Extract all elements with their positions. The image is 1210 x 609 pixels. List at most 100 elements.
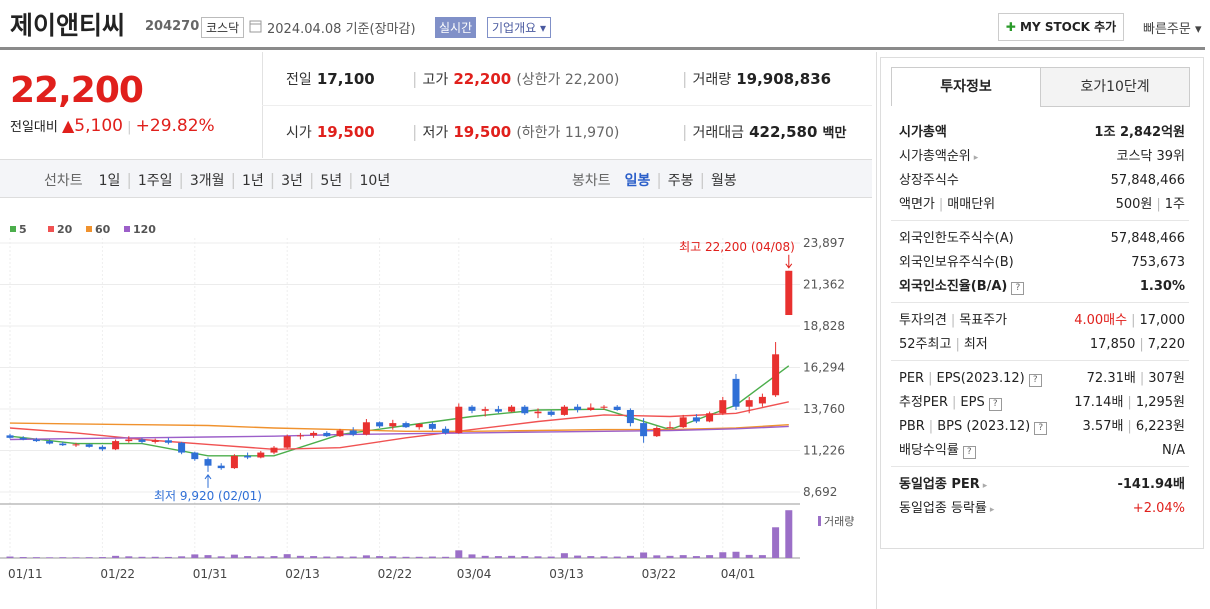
period-tab[interactable]: 5년 bbox=[320, 173, 343, 189]
candle-body bbox=[349, 430, 357, 435]
label: 외국인한도주식수(A) bbox=[899, 231, 1014, 246]
candle-body bbox=[217, 465, 225, 469]
period-tab[interactable]: 1주일 bbox=[137, 173, 173, 189]
help-icon: ? bbox=[988, 398, 1002, 411]
volume-bar bbox=[191, 554, 199, 558]
volume-bar bbox=[772, 527, 780, 558]
stock-code: 204270 bbox=[145, 19, 200, 34]
info-tab[interactable]: 투자정보 bbox=[891, 67, 1041, 106]
stat-high: | 고가 22,200 (상한가 22,200) bbox=[412, 69, 620, 88]
period-tab[interactable]: 1년 bbox=[241, 173, 264, 189]
label: 시가총액 bbox=[899, 125, 947, 140]
value: 500원 bbox=[1115, 197, 1153, 212]
info-row: PER | EPS(2023.12)? 72.31배 | 307원 bbox=[899, 367, 1185, 391]
period-tab[interactable]: 10년 bbox=[359, 173, 391, 189]
realtime-badge[interactable]: 실시간 bbox=[435, 17, 477, 38]
low-annotation: 최저 9,920 (02/01) bbox=[154, 489, 262, 503]
label: 매매단위 bbox=[947, 197, 996, 212]
tab-sep: | bbox=[178, 170, 184, 189]
volume-bar bbox=[745, 554, 753, 558]
x-tick-label: 01/31 bbox=[193, 567, 228, 581]
candle-body bbox=[151, 440, 159, 442]
candle-body bbox=[547, 411, 555, 415]
value: 57,848,466 bbox=[1110, 231, 1185, 246]
period-tab[interactable]: 주봉 bbox=[667, 173, 694, 189]
volume-bar bbox=[481, 555, 489, 558]
x-tick-label: 04/01 bbox=[721, 567, 756, 581]
x-tick-label: 01/22 bbox=[100, 567, 135, 581]
row-label: 시가총액 bbox=[899, 121, 947, 145]
period-tab[interactable]: 일봉 bbox=[624, 173, 651, 189]
period-tab[interactable]: 월봉 bbox=[710, 173, 737, 189]
candle-body bbox=[336, 430, 344, 437]
row-label: 동일업종 등락률 ▸ bbox=[899, 497, 994, 522]
stat-amount: | 거래대금 422,580 백만 bbox=[682, 122, 847, 141]
value: 22,200 bbox=[564, 72, 614, 88]
candle-body bbox=[59, 443, 67, 446]
tab-label: 선차트 bbox=[44, 173, 83, 189]
sep: | bbox=[928, 419, 934, 434]
volume-bar bbox=[138, 556, 146, 558]
tab-sep: | bbox=[348, 170, 354, 189]
volume-bar bbox=[692, 556, 700, 558]
volume-bar bbox=[6, 556, 14, 558]
candle-body bbox=[481, 409, 489, 411]
candle-body bbox=[19, 437, 27, 440]
row-label: 액면가 | 매매단위 bbox=[899, 193, 995, 217]
value: 1주 bbox=[1164, 197, 1185, 212]
row-label: PBR | BPS (2023.12)? bbox=[899, 415, 1048, 439]
label: 동일업종 PER bbox=[899, 477, 980, 492]
period-tab[interactable]: 3년 bbox=[281, 173, 303, 189]
row-label: 상장주식수 bbox=[899, 169, 959, 193]
candle-body bbox=[706, 413, 714, 422]
candle-body bbox=[257, 452, 265, 458]
link-arrow: ▸ bbox=[989, 505, 995, 515]
stat-prev: 전일 17,100 bbox=[286, 69, 375, 89]
candle-body bbox=[745, 400, 753, 407]
candle-body bbox=[732, 378, 740, 407]
volume-bar bbox=[19, 557, 27, 558]
order-button[interactable]: 빠른주문 ▾ bbox=[1143, 22, 1202, 37]
row-label: 외국인보유주식수(B) bbox=[899, 251, 1014, 275]
info-row: 상장주식수 57,848,466 bbox=[899, 169, 1185, 193]
candle-body bbox=[362, 422, 370, 435]
overview-badge[interactable]: 기업개요 ▾ bbox=[487, 17, 552, 38]
candle-body bbox=[72, 444, 80, 446]
tab-sep: | bbox=[269, 170, 276, 189]
candle-body bbox=[574, 406, 582, 410]
date: 2024.04.08 bbox=[267, 22, 342, 37]
volume-bar bbox=[494, 556, 502, 558]
x-tick-label: 01/11 bbox=[8, 567, 43, 581]
divider bbox=[262, 105, 872, 106]
sep: | bbox=[1127, 419, 1132, 434]
date-line: 2024.04.08 기준(장마감) bbox=[267, 18, 416, 37]
candle-body bbox=[692, 417, 700, 422]
volume-bar bbox=[217, 556, 225, 558]
candle-body bbox=[521, 406, 529, 414]
info-row: 외국인소진율(B/A)? 1.30% bbox=[899, 275, 1185, 299]
value: 7,220 bbox=[1147, 337, 1185, 352]
volume-bar bbox=[732, 551, 740, 558]
info-tab[interactable]: 호가10단계 bbox=[1040, 67, 1190, 107]
candle-body bbox=[283, 436, 291, 448]
label: PBR bbox=[899, 419, 925, 434]
y-tick-label: 23,897 bbox=[803, 236, 845, 250]
candle-body bbox=[376, 422, 384, 427]
label: 상장주식수 bbox=[899, 173, 959, 188]
info-row: 외국인한도주식수(A) 57,848,466 bbox=[899, 227, 1185, 251]
volume-bar bbox=[626, 555, 634, 558]
x-tick-label: 02/22 bbox=[378, 567, 413, 581]
row-label: 추정PER | EPS? bbox=[899, 391, 1002, 415]
sep: | bbox=[952, 395, 957, 410]
legend-label: 120 bbox=[133, 223, 156, 236]
volume-bar bbox=[402, 556, 410, 558]
volume-bar bbox=[336, 556, 344, 558]
volume-bar bbox=[389, 556, 397, 558]
row-label: 52주최고 | 최저 bbox=[899, 333, 988, 357]
period-tab[interactable]: 3개월 bbox=[189, 173, 225, 189]
label: 하한가 bbox=[521, 125, 561, 141]
value: 57,848,466 bbox=[1110, 173, 1185, 188]
mystock-button[interactable]: ✚ MY STOCK 추가 bbox=[998, 13, 1124, 41]
period-tab[interactable]: 1일 bbox=[98, 173, 121, 189]
sep: | bbox=[1139, 337, 1144, 352]
